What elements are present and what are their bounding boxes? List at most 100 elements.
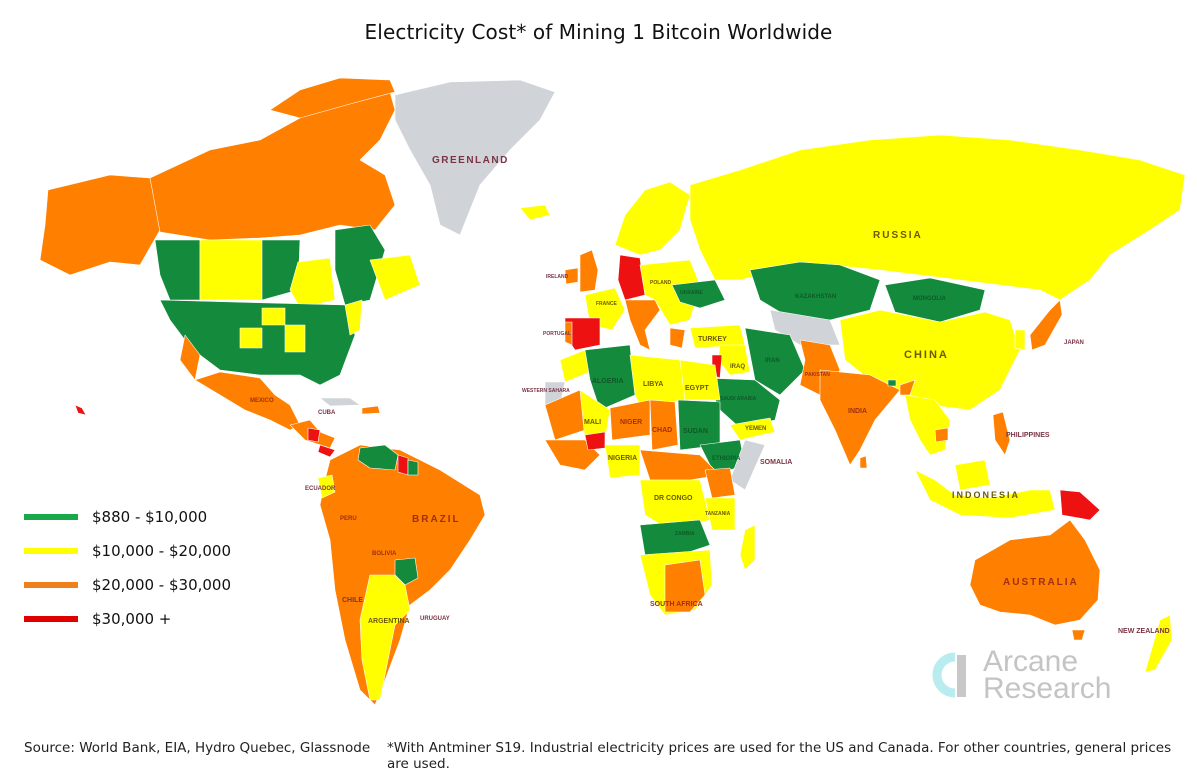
- label-ukraine: UKRAINE: [680, 290, 703, 296]
- legend-label: $20,000 - $30,000: [92, 576, 232, 594]
- region-central-africa: [639, 449, 721, 481]
- label-peru: PERU: [340, 516, 357, 522]
- region-canada-south-green: [154, 239, 201, 301]
- region-panama: [317, 444, 336, 458]
- region-australia: [969, 519, 1101, 626]
- region-ecuador: [317, 474, 336, 499]
- label-poland: POLAND: [650, 280, 672, 286]
- legend-label: $880 - $10,000: [92, 508, 208, 526]
- region-ontario: [289, 257, 336, 309]
- legend-item-yellow: $10,000 - $20,000: [24, 534, 231, 568]
- region-iceland: [519, 204, 551, 221]
- logo-text-line2: Research: [983, 672, 1112, 705]
- label-nigeria: NIGERIA: [608, 455, 637, 462]
- region-mongolia: [884, 277, 986, 323]
- region-sudan: [677, 399, 721, 451]
- region-chad: [649, 399, 679, 451]
- label-portugal: PORTUGAL: [543, 331, 571, 337]
- label-new-zealand: NEW ZEALAND: [1118, 628, 1170, 635]
- label-bolivia: BOLIVIA: [372, 551, 397, 557]
- region-kenya: [704, 467, 736, 499]
- region-usa-yellow-iowa: [284, 324, 306, 353]
- region-paraguay: [394, 557, 419, 586]
- region-greece: [669, 327, 686, 349]
- legend-label: $30,000 +: [92, 610, 172, 628]
- region-atlantic-canada: [369, 254, 421, 301]
- label-western-sahara: WESTERN SAHARA: [522, 388, 570, 394]
- label-china: CHINA: [904, 349, 949, 361]
- region-italy-austria: [624, 299, 661, 351]
- label-saudi-arabia: SAUDI ARABIA: [720, 396, 757, 402]
- region-cuba: [319, 397, 361, 407]
- region-angola-zambia: [639, 519, 711, 556]
- legend-swatch-yellow: [24, 548, 78, 554]
- label-mexico: MEXICO: [250, 398, 274, 404]
- world-choropleth-map: GREENLAND NEW ZEALAND PHILIPPINES JAPAN …: [39, 77, 1186, 706]
- region-burkina: [584, 431, 606, 451]
- label-sudan: SUDAN: [683, 428, 708, 435]
- label-south-africa: SOUTH AFRICA: [650, 601, 703, 608]
- region-somalia: [729, 439, 766, 491]
- region-ukraine: [671, 279, 726, 309]
- region-niger: [609, 399, 651, 441]
- region-suriname: [407, 459, 419, 476]
- region-quebec: [334, 224, 386, 306]
- label-cuba: CUBA: [318, 410, 336, 416]
- label-chad: CHAD: [652, 427, 672, 434]
- region-iran: [744, 327, 806, 396]
- label-indonesia: INDONESIA: [952, 490, 1020, 500]
- region-cambodia: [934, 427, 949, 443]
- label-kazakhstan: KAZAKHSTAN: [795, 294, 836, 300]
- region-papua-new-guinea: [1059, 489, 1101, 521]
- legend-swatch-red: [24, 616, 78, 622]
- region-uk: [579, 249, 599, 293]
- region-guyana: [397, 454, 409, 476]
- label-ethiopia: ETHIOPIA: [712, 456, 741, 462]
- region-japan: [1029, 299, 1063, 351]
- region-east-europe: [639, 259, 701, 326]
- region-south-africa: [664, 559, 706, 613]
- label-argentina: ARGENTINA: [368, 618, 410, 625]
- arcane-logo-icon: [932, 652, 966, 698]
- region-new-zealand: [1144, 614, 1173, 673]
- label-turkey: TURKEY: [698, 336, 727, 343]
- region-algeria: [584, 344, 636, 411]
- source-note: Source: World Bank, EIA, Hydro Quebec, G…: [24, 740, 371, 756]
- region-myanmar-east: [899, 379, 916, 396]
- region-philippines: [992, 411, 1011, 456]
- region-korea: [1014, 329, 1026, 351]
- region-tasmania: [1071, 629, 1086, 641]
- legend-swatch-orange: [24, 582, 78, 588]
- label-libya: LIBYA: [643, 381, 663, 388]
- label-philippines: PHILIPPINES: [1006, 432, 1050, 439]
- region-usa-yellow-midwest: [261, 307, 286, 326]
- methodology-footnote: *With Antminer S19. Industrial electrici…: [387, 740, 1172, 772]
- region-russia: [689, 134, 1186, 301]
- label-pakistan: PAKISTAN: [805, 372, 830, 378]
- region-usa-newengland: [344, 299, 363, 336]
- region-greenland: [394, 79, 556, 236]
- legend-swatch-green: [24, 514, 78, 520]
- region-nigeria: [604, 444, 641, 479]
- region-bhutan: [887, 379, 897, 387]
- label-france: FRANCE: [596, 301, 617, 307]
- region-nicaragua: [307, 427, 321, 443]
- label-ireland: IRELAND: [546, 274, 569, 280]
- region-germany-denmark: [617, 254, 646, 301]
- region-sri-lanka: [859, 455, 868, 469]
- region-ireland: [564, 267, 579, 285]
- label-iraq: IRAQ: [730, 364, 745, 370]
- region-canada-north: [149, 91, 396, 241]
- label-yemen: YEMEN: [745, 426, 766, 432]
- region-mexico: [194, 371, 301, 431]
- region-west-africa-coast: [544, 439, 601, 471]
- region-indonesia: [914, 469, 1056, 519]
- region-yemen: [729, 417, 776, 441]
- arcane-research-logo: Arcane Research: [925, 645, 1112, 705]
- region-portugal: [564, 321, 573, 346]
- label-iran: IRAN: [765, 358, 780, 364]
- logo-text-line1: Arcane: [983, 645, 1079, 678]
- label-niger: NIGER: [620, 419, 642, 426]
- label-egypt: EGYPT: [685, 385, 709, 392]
- region-scandinavia: [614, 181, 691, 256]
